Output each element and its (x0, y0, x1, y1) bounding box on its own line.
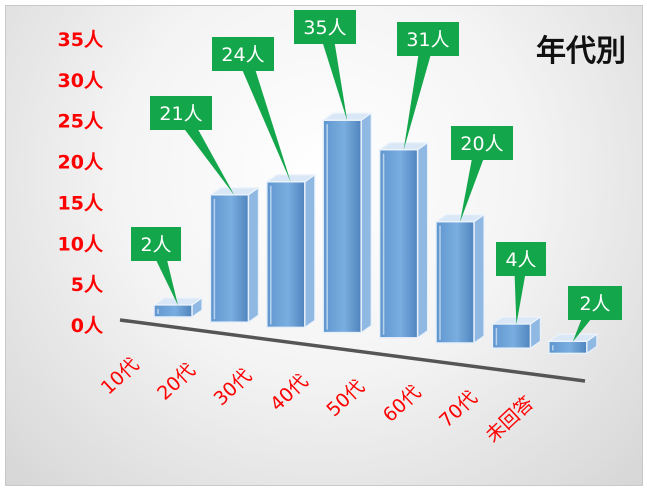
data-label: 2人 (131, 227, 181, 306)
bar (208, 186, 261, 324)
data-label-text: 2人 (579, 293, 610, 315)
x-tick-label: 20代 (153, 359, 200, 405)
data-label: 31人 (397, 22, 459, 151)
data-label-text: 2人 (140, 234, 171, 256)
chart-floor (119, 318, 586, 383)
bar (490, 315, 543, 350)
data-label: 35人 (294, 10, 356, 121)
data-label: 2人 (568, 286, 622, 342)
floor-line (119, 318, 586, 383)
bar (321, 111, 374, 334)
y-tick-label: 30人 (58, 70, 104, 92)
chart-title: 年代別 (536, 34, 626, 69)
data-label-text: 24人 (221, 44, 264, 66)
data-label-text: 35人 (303, 17, 346, 39)
bar (434, 213, 486, 345)
bar (546, 333, 599, 355)
y-tick-label: 15人 (58, 192, 104, 214)
x-tick-label: 50代 (322, 376, 369, 422)
data-label: 24人 (212, 37, 291, 183)
y-tick-label: 5人 (71, 274, 104, 296)
x-tick-label: 40代 (266, 370, 313, 416)
y-tick-label: 10人 (58, 233, 104, 255)
data-label: 4人 (496, 242, 546, 325)
bar (152, 296, 204, 319)
data-labels: 2人 21人 24人 35人 31人 20人 4人 2人 (131, 10, 622, 342)
x-tick-label: 60代 (379, 381, 426, 427)
bar (377, 141, 430, 339)
data-label-text: 20人 (460, 133, 503, 155)
data-label-text: 4人 (505, 249, 536, 271)
bar (264, 173, 317, 329)
data-label: 21人 (150, 96, 235, 196)
data-label-text: 21人 (159, 103, 202, 125)
bar-series (152, 111, 599, 355)
y-tick-label: 35人 (58, 29, 104, 51)
y-tick-label: 20人 (58, 152, 104, 174)
data-label-text: 31人 (406, 29, 449, 51)
data-label: 20人 (451, 126, 513, 223)
y-tick-label: 0人 (71, 315, 104, 337)
x-tick-label: 70代 (435, 387, 482, 433)
x-tick-label: 30代 (210, 365, 257, 411)
x-tick-label: 10代 (97, 354, 144, 400)
y-axis: 0人 5人 10人 15人 20人 25人 30人 35人 (58, 29, 104, 337)
x-tick-label: 未回答 (482, 392, 539, 447)
y-tick-label: 25人 (58, 111, 104, 133)
